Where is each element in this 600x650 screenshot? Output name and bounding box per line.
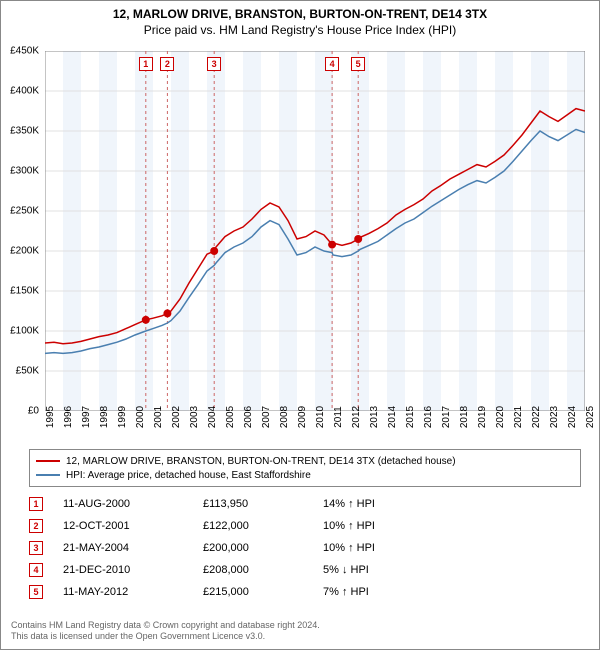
- chart-container: 12, MARLOW DRIVE, BRANSTON, BURTON-ON-TR…: [0, 0, 600, 650]
- x-tick-label: 2013: [369, 406, 380, 428]
- x-tick-label: 2007: [261, 406, 272, 428]
- x-tick-label: 2023: [549, 406, 560, 428]
- y-tick-label: £50K: [16, 366, 39, 377]
- sale-row-diff: 7% ↑ HPI: [323, 586, 423, 598]
- sale-marker-box: 2: [160, 57, 174, 71]
- sale-row-date: 21-MAY-2004: [63, 542, 203, 554]
- sale-marker-box: 3: [207, 57, 221, 71]
- x-tick-label: 2006: [243, 406, 254, 428]
- x-tick-label: 2003: [189, 406, 200, 428]
- x-tick-label: 2009: [297, 406, 308, 428]
- y-tick-label: £350K: [10, 126, 39, 137]
- title-block: 12, MARLOW DRIVE, BRANSTON, BURTON-ON-TR…: [1, 1, 599, 39]
- sale-row-marker: 1: [29, 497, 43, 511]
- sale-row: 3 21-MAY-2004£200,00010% ↑ HPI: [29, 537, 581, 559]
- x-tick-label: 2004: [207, 406, 218, 428]
- x-tick-label: 2011: [333, 406, 344, 428]
- chart-title-line2: Price paid vs. HM Land Registry's House …: [5, 23, 595, 37]
- sale-marker-box: 4: [325, 57, 339, 71]
- y-tick-label: £0: [28, 406, 39, 417]
- sale-row-diff: 5% ↓ HPI: [323, 564, 423, 576]
- footer-line2: This data is licensed under the Open Gov…: [11, 631, 320, 643]
- y-tick-label: £300K: [10, 166, 39, 177]
- x-tick-label: 2018: [459, 406, 470, 428]
- y-tick-label: £100K: [10, 326, 39, 337]
- sale-row-price: £200,000: [203, 542, 323, 554]
- x-tick-label: 2005: [225, 406, 236, 428]
- x-tick-label: 2012: [351, 406, 362, 428]
- sale-row-date: 11-AUG-2000: [63, 498, 203, 510]
- legend: 12, MARLOW DRIVE, BRANSTON, BURTON-ON-TR…: [29, 449, 581, 487]
- x-tick-label: 1998: [99, 406, 110, 428]
- x-tick-label: 2017: [441, 406, 452, 428]
- x-tick-label: 2015: [405, 406, 416, 428]
- sale-row-date: 11-MAY-2012: [63, 586, 203, 598]
- x-tick-label: 2014: [387, 406, 398, 428]
- legend-item-subject: 12, MARLOW DRIVE, BRANSTON, BURTON-ON-TR…: [36, 454, 574, 468]
- sale-marker-box: 1: [139, 57, 153, 71]
- x-tick-label: 2000: [135, 406, 146, 428]
- x-tick-label: 2008: [279, 406, 290, 428]
- sale-row-marker: 5: [29, 585, 43, 599]
- legend-swatch-hpi: [36, 474, 60, 476]
- footer: Contains HM Land Registry data © Crown c…: [11, 620, 320, 643]
- sale-row-marker: 3: [29, 541, 43, 555]
- sale-row-date: 21-DEC-2010: [63, 564, 203, 576]
- legend-label-subject: 12, MARLOW DRIVE, BRANSTON, BURTON-ON-TR…: [66, 456, 456, 467]
- x-tick-label: 2019: [477, 406, 488, 428]
- sale-row: 2 12-OCT-2001£122,00010% ↑ HPI: [29, 515, 581, 537]
- footer-line1: Contains HM Land Registry data © Crown c…: [11, 620, 320, 632]
- x-tick-label: 1997: [81, 406, 92, 428]
- sale-row-marker: 4: [29, 563, 43, 577]
- sale-row-price: £122,000: [203, 520, 323, 532]
- sale-row-diff: 14% ↑ HPI: [323, 498, 423, 510]
- x-tick-label: 2002: [171, 406, 182, 428]
- x-tick-label: 1995: [45, 406, 56, 428]
- x-tick-label: 2022: [531, 406, 542, 428]
- x-tick-label: 1996: [63, 406, 74, 428]
- x-tick-label: 1999: [117, 406, 128, 428]
- sale-row-marker: 2: [29, 519, 43, 533]
- x-tick-label: 2025: [585, 406, 596, 428]
- y-tick-label: £250K: [10, 206, 39, 217]
- sale-row: 1 11-AUG-2000£113,95014% ↑ HPI: [29, 493, 581, 515]
- sale-row-date: 12-OCT-2001: [63, 520, 203, 532]
- sale-row-diff: 10% ↑ HPI: [323, 520, 423, 532]
- sale-row-price: £208,000: [203, 564, 323, 576]
- chart-svg: [45, 51, 585, 411]
- sale-row-price: £215,000: [203, 586, 323, 598]
- sale-row: 4 21-DEC-2010£208,0005% ↓ HPI: [29, 559, 581, 581]
- sale-row-price: £113,950: [203, 498, 323, 510]
- chart-title-line1: 12, MARLOW DRIVE, BRANSTON, BURTON-ON-TR…: [5, 7, 595, 21]
- y-tick-label: £400K: [10, 86, 39, 97]
- sale-row-diff: 10% ↑ HPI: [323, 542, 423, 554]
- legend-item-hpi: HPI: Average price, detached house, East…: [36, 468, 574, 482]
- x-tick-label: 2021: [513, 406, 524, 428]
- chart-area: £0£50K£100K£150K£200K£250K£300K£350K£400…: [45, 51, 585, 411]
- sales-table: 1 11-AUG-2000£113,95014% ↑ HPI 2 12-OCT-200…: [29, 493, 581, 603]
- x-tick-label: 2010: [315, 406, 326, 428]
- sale-row: 5 11-MAY-2012£215,0007% ↑ HPI: [29, 581, 581, 603]
- x-tick-label: 2016: [423, 406, 434, 428]
- legend-label-hpi: HPI: Average price, detached house, East…: [66, 470, 311, 481]
- x-tick-label: 2020: [495, 406, 506, 428]
- x-tick-label: 2001: [153, 406, 164, 428]
- legend-swatch-subject: [36, 460, 60, 462]
- sale-marker-box: 5: [351, 57, 365, 71]
- x-tick-label: 2024: [567, 406, 578, 428]
- y-tick-label: £200K: [10, 246, 39, 257]
- y-tick-label: £150K: [10, 286, 39, 297]
- y-tick-label: £450K: [10, 46, 39, 57]
